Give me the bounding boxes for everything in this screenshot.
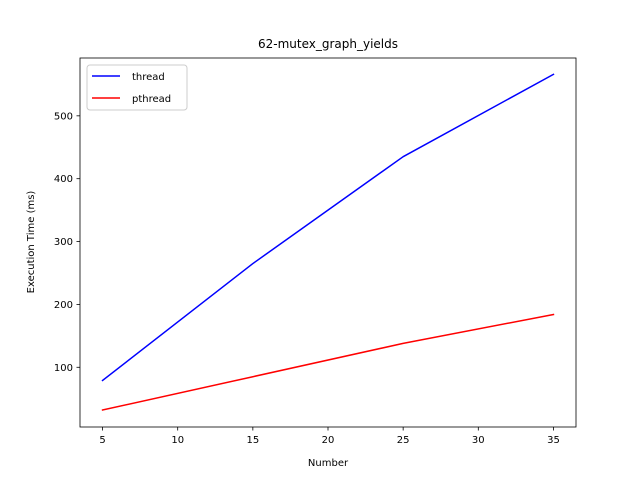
- y-tick-label: 100: [54, 363, 73, 374]
- y-tick-label: 400: [54, 174, 73, 185]
- x-tick-label: 20: [322, 435, 335, 446]
- legend-label-pthread: pthread: [132, 94, 171, 105]
- y-axis-label: Execution Time (ms): [26, 191, 37, 294]
- legend-label-thread: thread: [132, 72, 165, 83]
- plot-area: [101, 73, 555, 411]
- y-tick-label: 500: [54, 111, 73, 122]
- x-axis-label: Number: [308, 458, 349, 469]
- x-tick-label: 5: [99, 435, 105, 446]
- y-tick-label: 300: [54, 237, 73, 248]
- x-tick-label: 15: [246, 435, 259, 446]
- series-line-pthread: [101, 313, 555, 411]
- axes: 5 10 15 20 25 30 35 100 200 300 400 500: [54, 57, 577, 446]
- series-line-thread: [101, 73, 555, 382]
- chart-title: 62-mutex_graph_yields: [258, 37, 398, 51]
- x-tick-label: 35: [547, 435, 560, 446]
- y-tick-label: 200: [54, 300, 73, 311]
- x-tick-label: 30: [472, 435, 485, 446]
- x-tick-label: 25: [397, 435, 410, 446]
- legend: thread pthread: [86, 64, 188, 111]
- x-tick-label: 10: [171, 435, 184, 446]
